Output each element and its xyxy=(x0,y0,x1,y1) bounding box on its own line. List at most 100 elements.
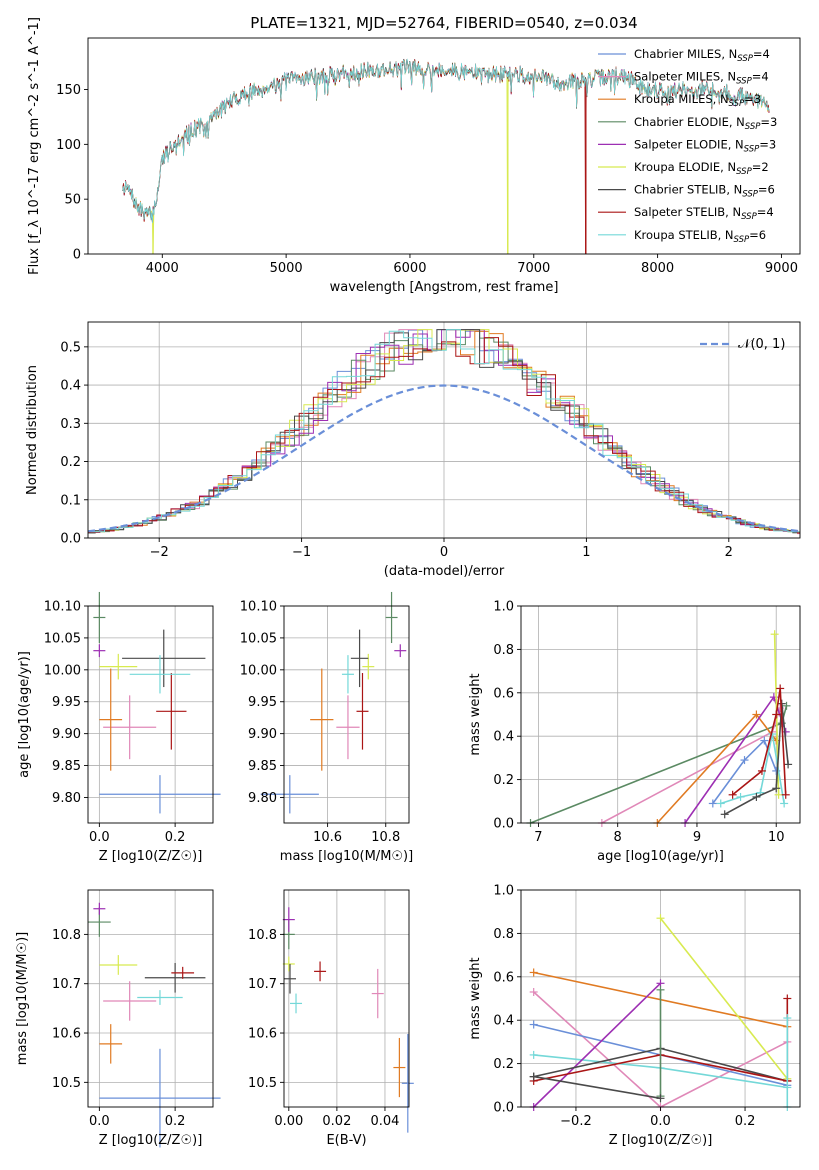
errorbar-salpeter-stelib xyxy=(156,673,187,750)
y-tick-label: 0.1 xyxy=(60,493,81,508)
y-tick-label: 10.8 xyxy=(248,928,277,943)
weight-line-kroupa-stelib xyxy=(716,730,789,808)
legend-entry: Kroupa MILES, NSSP=3 xyxy=(634,92,761,109)
residuals-histogram-panel: −2 −1 0 1 2 0.0 0.1 0.2 0.3 0.4 0.5 (data-model)/er… xyxy=(25,321,801,579)
legend-entry: Chabrier ELODIE, NSSP=3 xyxy=(634,115,777,132)
line xyxy=(684,695,787,824)
y-tick-label: 0.2 xyxy=(493,1057,514,1072)
y-tick-label: 0.2 xyxy=(60,455,81,470)
errorbar-chabrier-stelib xyxy=(144,962,206,993)
y-axis-label: Normed distribution xyxy=(25,365,40,495)
x-tick-label: 8 xyxy=(614,830,622,845)
x-tick-label: 0.00 xyxy=(274,1114,303,1129)
y-tick-label: 9.90 xyxy=(52,727,81,742)
line xyxy=(656,713,777,824)
spectrum-line-kroupa-stelib xyxy=(122,58,770,224)
y-tick-label: 1.0 xyxy=(493,600,514,615)
y-tick-label: 10.00 xyxy=(240,663,277,678)
legend-entry: Chabrier MILES, NSSP=4 xyxy=(634,47,770,64)
x-tick-label: 7000 xyxy=(517,261,550,276)
x-axis-label: Z [log10(Z/Z☉)] xyxy=(99,849,203,864)
y-axis-label: age [log10(age/yr)] xyxy=(17,651,32,778)
histogram-salpeter-stelib xyxy=(88,337,800,534)
y-tick-label: 0.5 xyxy=(60,340,81,355)
y-tick-label: 0.2 xyxy=(493,773,514,788)
x-axis-label: wavelength [Angstrom, rest frame] xyxy=(330,280,559,295)
errorbar-chabrier-miles xyxy=(99,775,221,814)
x-axis-label: (data-model)/error xyxy=(384,564,505,579)
plot-area xyxy=(282,907,414,1133)
y-axis-label: mass weight xyxy=(468,957,483,1039)
y-tick-label: 9.95 xyxy=(248,695,277,710)
errorbar-salpeter-stelib xyxy=(314,961,327,982)
y-tick-label: 10.5 xyxy=(248,1076,277,1091)
y-tick-label: 10.05 xyxy=(240,631,277,646)
axes-frame xyxy=(87,605,214,824)
errorbar-kroupa-elodie xyxy=(362,653,375,680)
weight-line-kroupa-stelib xyxy=(783,1014,792,1111)
x-tick-label: 10.8 xyxy=(371,830,400,845)
errorbar-kroupa-stelib xyxy=(341,655,354,694)
weight-line-salpeter-stelib xyxy=(728,684,790,799)
y-tick-label: 10.5 xyxy=(52,1076,81,1091)
y-tick-label: 0.8 xyxy=(493,927,514,942)
errorbar-salpeter-elodie xyxy=(93,902,106,915)
gaussian-curve xyxy=(87,384,801,533)
x-tick-label: 0.2 xyxy=(165,830,186,845)
y-tick-label: 0.0 xyxy=(493,817,514,832)
y-tick-label: 10.10 xyxy=(44,600,81,615)
errorbar-salpeter-stelib xyxy=(356,673,369,750)
x-tick-label: −0.2 xyxy=(560,1114,592,1129)
y-tick-label: 10.7 xyxy=(248,977,277,992)
weight-line-kroupa-miles xyxy=(653,710,781,827)
y-tick-label: 10.05 xyxy=(44,631,81,646)
x-tick-label: −1 xyxy=(292,545,311,560)
age-vs-metallicity-panel: 0.0 0.2 9.80 9.85 9.90 9.95 10.00 10.05 10.10 Z [… xyxy=(17,591,221,864)
y-tick-label: 0.0 xyxy=(60,532,81,547)
y-tick-label: 9.80 xyxy=(52,791,81,806)
errorbar-kroupa-elodie xyxy=(99,955,138,975)
legend-entry: Kroupa ELODIE, NSSP=2 xyxy=(634,160,769,177)
x-tick-label: 4000 xyxy=(146,261,179,276)
errorbar-chabrier-miles xyxy=(260,775,319,814)
axes-frame xyxy=(283,605,410,824)
errorbar-salpeter-miles xyxy=(336,695,360,760)
x-tick-label: 0.0 xyxy=(89,1114,110,1129)
x-axis-label: age [log10(age/yr)] xyxy=(597,849,724,864)
x-tick-label: 0.02 xyxy=(322,1114,351,1129)
legend-entry: Salpeter MILES, NSSP=4 xyxy=(634,70,769,87)
y-axis-label: mass [log10(M/M☉)] xyxy=(15,932,30,1065)
x-axis-label: mass [log10(M/M☉)] xyxy=(280,849,413,864)
y-tick-label: 0.6 xyxy=(493,970,514,985)
x-tick-label: 6000 xyxy=(393,261,426,276)
errorbar-kroupa-miles xyxy=(99,1024,123,1064)
line xyxy=(533,982,662,1108)
y-tick-label: 10.8 xyxy=(52,928,81,943)
x-axis-label: E(B-V) xyxy=(326,1133,366,1148)
y-tick-label: 0.6 xyxy=(493,686,514,701)
errorbar-chabrier-miles xyxy=(401,1034,414,1133)
y-tick-label: 9.80 xyxy=(248,791,277,806)
x-tick-label: 10.6 xyxy=(313,830,342,845)
x-tick-label: 0.2 xyxy=(165,1114,186,1129)
y-tick-label: 1.0 xyxy=(493,884,514,899)
y-tick-label: 0.4 xyxy=(60,379,81,394)
errorbar-salpeter-miles xyxy=(371,968,384,1019)
y-tick-label: 10.10 xyxy=(240,600,277,615)
errorbar-salpeter-miles xyxy=(103,981,157,1021)
y-tick-label: 9.90 xyxy=(248,727,277,742)
errorbar-kroupa-elodie xyxy=(282,956,295,972)
axes-frame xyxy=(87,37,801,255)
errorbar-salpeter-elodie xyxy=(394,644,407,658)
legend-entry: Chabrier STELIB, NSSP=6 xyxy=(634,183,775,200)
x-tick-label: 0.0 xyxy=(89,830,110,845)
weight-vs-metallicity-panel: −0.2 0.0 0.2 0.0 0.2 0.4 0.6 0.8 1.0 Z [log10(Z/Z… xyxy=(468,884,801,1148)
plot-area xyxy=(122,58,770,255)
errorbar-kroupa-miles xyxy=(393,1037,406,1098)
y-tick-label: 10.7 xyxy=(52,977,81,992)
x-tick-label: 0.2 xyxy=(735,1114,756,1129)
weight-line-salpeter-elodie xyxy=(681,693,790,827)
y-tick-label: 9.95 xyxy=(52,695,81,710)
errorbar-chabrier-miles xyxy=(99,1048,221,1148)
